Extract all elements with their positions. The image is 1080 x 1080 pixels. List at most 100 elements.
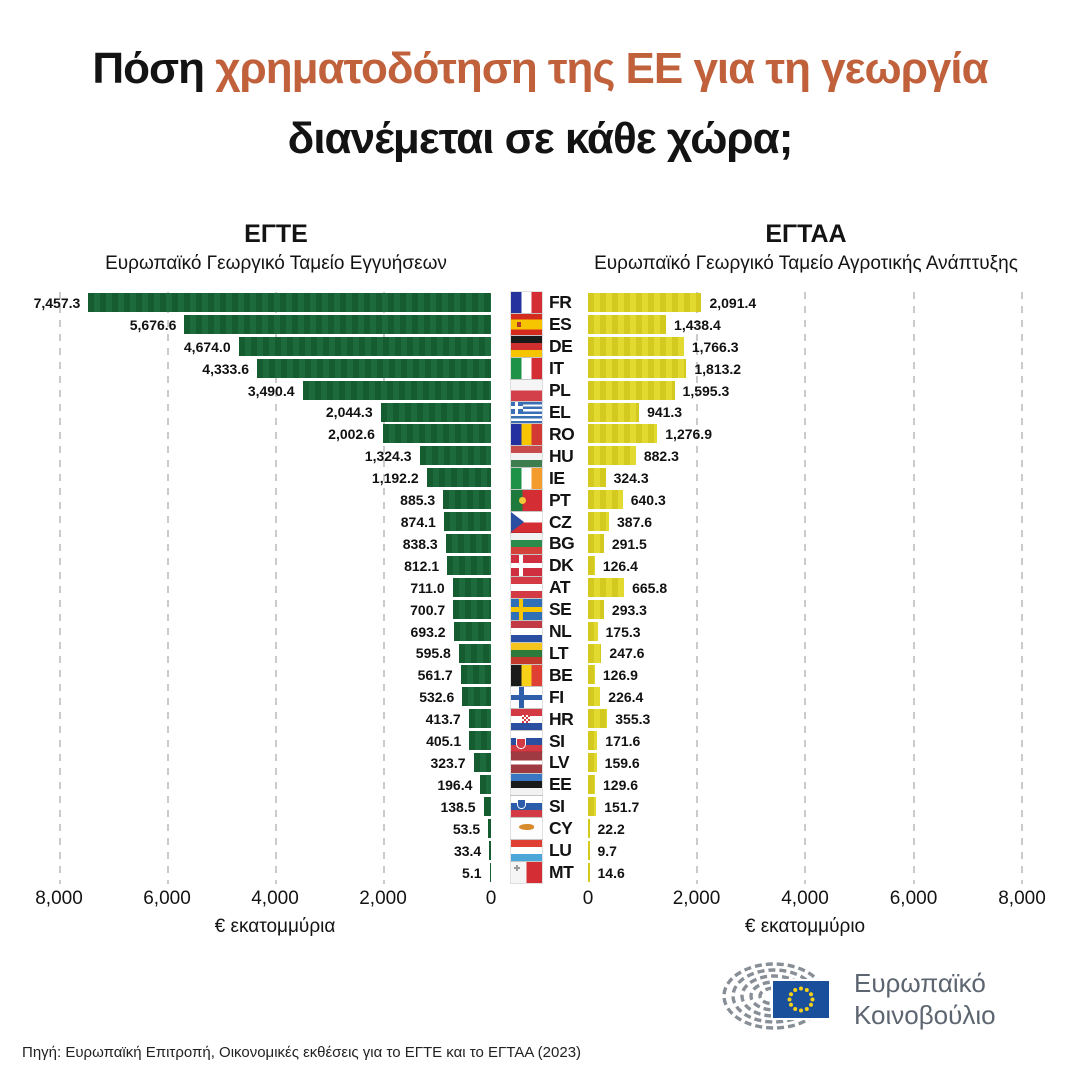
eafrd-bar-SI — [588, 796, 597, 816]
egf-bar-LU — [489, 840, 491, 860]
eafrd-row-HR: 355.3 — [588, 708, 1022, 730]
country-code: SE — [549, 599, 572, 620]
eafrd-row-BG: 291.5 — [588, 533, 1022, 555]
eafrd-bar-SE — [588, 599, 604, 619]
egf-row-IE: 1,192.2 — [59, 467, 491, 489]
eafrd-gridline — [695, 292, 698, 884]
egf-value-FR: 7,457.3 — [33, 294, 81, 311]
eafrd-value-NL: 175.3 — [605, 623, 641, 640]
eafrd-row-DK: 126.4 — [588, 555, 1022, 577]
eafrd-chart-header: ΕΓΤΑΑ Ευρωπαϊκό Γεωργικό Ταμείο Αγροτική… — [594, 220, 1018, 275]
eafrd-tick-8,000: 8,000 — [998, 888, 1046, 909]
egf-value-RO: 2,002.6 — [328, 426, 375, 443]
egf-tick-6,000: 6,000 — [143, 888, 191, 909]
egf-plot-area: 7,457.3 5,676.6 4,674.0 4,333.6 3,490.4 2,044… — [34, 292, 491, 884]
egf-row-HU: 1,324.3 — [59, 445, 491, 467]
flag-ee-icon — [511, 774, 542, 796]
country-row-SI: SI — [511, 796, 587, 818]
eafrd-row-SI: 151.7 — [588, 796, 1022, 818]
egf-bar-IT — [257, 358, 491, 378]
egf-bar-HR — [468, 709, 491, 729]
egf-value-BG: 838.3 — [402, 535, 438, 552]
eafrd-value-HU: 882.3 — [643, 448, 679, 465]
eafrd-axis-caption: € εκατομμύριο — [744, 916, 866, 937]
egf-value-SI: 138.5 — [440, 798, 476, 815]
page-title: Πόση χρηματοδότηση της ΕΕ για τη γεωργία… — [0, 34, 1080, 175]
country-code: IT — [549, 358, 564, 379]
eafrd-bar-RO — [588, 424, 658, 444]
country-code: BE — [549, 664, 573, 685]
eafrd-value-AT: 665.8 — [632, 579, 668, 596]
egf-row-ES: 5,676.6 — [59, 314, 491, 336]
eafrd-bar-PL — [588, 380, 675, 400]
title-lead: Πόση — [92, 44, 216, 93]
egf-row-LU: 33.4 — [59, 840, 491, 862]
egf-row-SE: 700.7 — [59, 599, 491, 621]
eafrd-value-FI: 226.4 — [608, 689, 644, 706]
egf-row-HR: 413.7 — [59, 708, 491, 730]
country-code: LV — [549, 752, 570, 773]
egf-row-EE: 196.4 — [59, 774, 491, 796]
eafrd-tick-0: 0 — [582, 888, 594, 909]
eafrd-gridline — [912, 292, 915, 884]
egf-value-DK: 812.1 — [404, 557, 440, 574]
country-row-NL: NL — [511, 621, 587, 643]
egf-bar-EL — [380, 402, 491, 422]
eafrd-row-EL: 941.3 — [588, 402, 1022, 424]
egf-value-LV: 323.7 — [430, 754, 466, 771]
eafrd-row-IE: 324.3 — [588, 467, 1022, 489]
eafrd-value-LT: 247.6 — [609, 645, 645, 662]
egf-bar-SE — [453, 599, 491, 619]
eafrd-value-DE: 1,766.3 — [691, 338, 739, 355]
egf-bar-SI — [469, 731, 491, 751]
egf-row-DE: 4,674.0 — [59, 336, 491, 358]
country-code: AT — [549, 577, 571, 598]
egf-row-CY: 53.5 — [59, 818, 491, 840]
flag-it-icon — [511, 358, 542, 380]
parliament-hemicycle-icon — [722, 962, 831, 1030]
egf-row-FI: 532.6 — [59, 686, 491, 708]
country-code: LT — [549, 642, 569, 663]
flag-bg-icon — [511, 533, 542, 555]
eafrd-gridline — [804, 292, 806, 884]
eafrd-row-FR: 2,091.4 — [588, 292, 1022, 314]
eafrd-row-LU: 9.7 — [588, 840, 1022, 862]
country-code: PT — [549, 489, 571, 510]
eafrd-bar-AT — [588, 577, 625, 597]
eafrd-value-IT: 1,813.2 — [694, 360, 742, 377]
egf-bar-FI — [462, 687, 491, 707]
eafrd-value-EL: 941.3 — [647, 404, 683, 421]
egf-value-DE: 4,674.0 — [183, 338, 231, 355]
eafrd-value-PL: 1,595.3 — [682, 382, 730, 399]
egf-bar-PL — [302, 380, 491, 400]
eafrd-bar-SI — [588, 731, 598, 751]
egf-gridline — [275, 292, 277, 884]
egf-value-IT: 4,333.6 — [202, 360, 249, 377]
eafrd-value-HR: 355.3 — [615, 711, 651, 728]
country-code: SI — [549, 730, 565, 751]
country-row-CZ: CZ — [511, 511, 587, 533]
parliament-logo-text: Ευρωπαϊκό Κοινοβούλιο — [854, 967, 996, 1032]
title-line2: διανέμεται σε κάθε χώρα; — [287, 114, 794, 164]
egf-value-LT: 595.8 — [415, 645, 451, 662]
egf-value-PL: 3,490.4 — [247, 382, 295, 399]
flag-ro-icon — [511, 423, 542, 445]
egf-bar-IE — [426, 468, 491, 488]
egf-value-CZ: 874.1 — [400, 514, 436, 531]
eafrd-row-HU: 882.3 — [588, 445, 1022, 467]
flag-es-icon — [511, 314, 542, 336]
country-row-LV: LV — [511, 752, 587, 774]
egf-value-EE: 196.4 — [437, 776, 473, 793]
country-row-EL: EL — [511, 401, 587, 424]
eafrd-row-EE: 129.6 — [588, 774, 1022, 796]
egf-row-SI: 405.1 — [59, 730, 491, 752]
country-code: LU — [549, 840, 572, 861]
country-code: FR — [549, 292, 572, 313]
egf-value-SE: 700.7 — [410, 601, 446, 618]
eafrd-row-MT: 14.6 — [588, 862, 1022, 884]
egf-value-BE: 561.7 — [417, 667, 453, 684]
egf-bar-HU — [419, 446, 491, 466]
eafrd-row-AT: 665.8 — [588, 577, 1022, 599]
egf-value-NL: 693.2 — [410, 623, 446, 640]
egf-row-SI: 138.5 — [59, 796, 491, 818]
